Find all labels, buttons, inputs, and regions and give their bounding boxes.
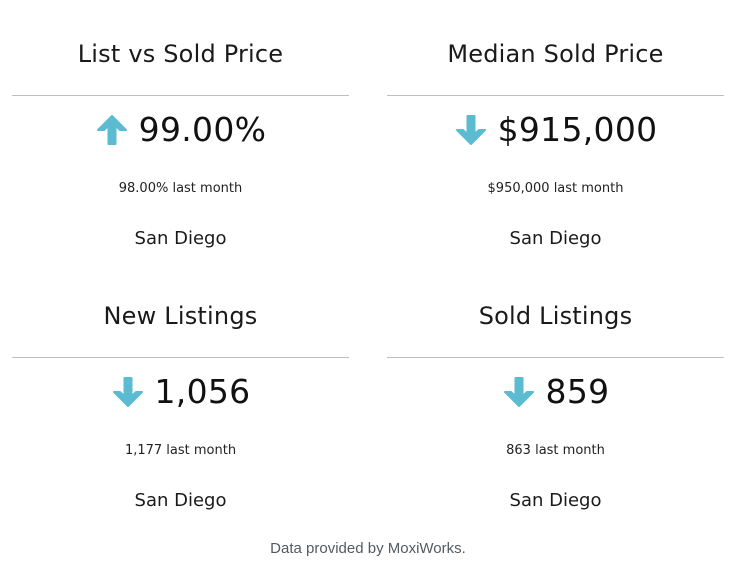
last-month-value: 1,177 last month <box>124 443 237 458</box>
arrow-down-icon <box>502 375 536 409</box>
card-divider <box>12 357 349 358</box>
card-title: Median Sold Price <box>447 40 664 68</box>
stat-card-new-listings: New Listings 1,056 1,177 last month San … <box>12 296 349 513</box>
stats-grid: List vs Sold Price 99.00% 98.00% last mo… <box>12 34 724 513</box>
card-title: List vs Sold Price <box>77 40 284 68</box>
arrow-up-icon <box>95 113 129 147</box>
stat-card-list-vs-sold-price: List vs Sold Price 99.00% 98.00% last mo… <box>12 34 349 251</box>
city-label: San Diego <box>509 490 602 511</box>
city-label: San Diego <box>134 490 227 511</box>
last-month-value: 863 last month <box>506 443 605 458</box>
last-month-value: $950,000 last month <box>487 181 624 196</box>
last-month-value: 98.00% last month <box>118 181 243 196</box>
card-divider <box>12 95 349 96</box>
arrow-down-icon <box>454 113 488 147</box>
value-row: 859 <box>387 366 724 418</box>
arrow-down-icon <box>111 375 145 409</box>
card-divider <box>387 357 724 358</box>
city-label: San Diego <box>509 228 602 249</box>
value-row: 1,056 <box>12 366 349 418</box>
city-label: San Diego <box>134 228 227 249</box>
stat-value: 1,056 <box>154 372 251 411</box>
stat-card-median-sold-price: Median Sold Price $915,000 $950,000 last… <box>387 34 724 251</box>
value-row: $915,000 <box>387 104 724 156</box>
data-attribution-footer: Data provided by MoxiWorks. <box>270 540 466 557</box>
stat-value: 859 <box>545 372 610 411</box>
card-title: New Listings <box>103 302 258 330</box>
card-divider <box>387 95 724 96</box>
card-title: Sold Listings <box>478 302 633 330</box>
value-row: 99.00% <box>12 104 349 156</box>
stat-value: $915,000 <box>497 110 658 149</box>
stat-card-sold-listings: Sold Listings 859 863 last month San Die… <box>387 296 724 513</box>
stat-value: 99.00% <box>138 110 267 149</box>
